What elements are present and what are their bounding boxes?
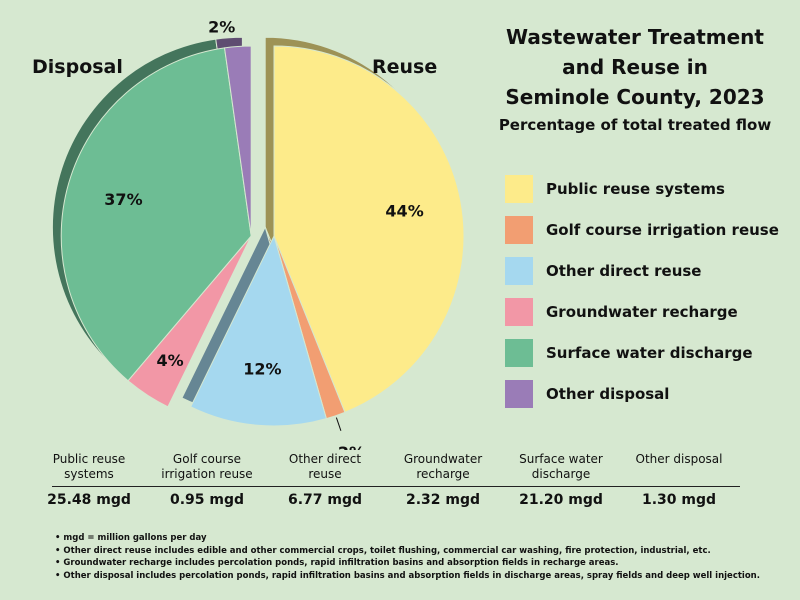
table-value-cell: 25.48 mgd — [47, 492, 131, 508]
footnote: Groundwater recharge includes percolatio… — [55, 557, 795, 570]
legend-item-groundwater-recharge: Groundwater recharge — [505, 291, 779, 332]
table-value-cell: 0.95 mgd — [169, 492, 245, 508]
legend-swatch — [505, 297, 533, 326]
legend-label: Groundwater recharge — [546, 302, 738, 321]
legend-item-other-direct-reuse: Other direct reuse — [505, 250, 779, 291]
disposal-group-label: Disposal — [32, 56, 123, 78]
footnote: Other direct reuse includes edible and o… — [55, 545, 795, 558]
pie-slice — [273, 45, 465, 413]
legend-label: Other disposal — [546, 384, 670, 403]
legend-item-golf-course: Golf course irrigation reuse — [505, 209, 779, 250]
table-value-cell: 6.77 mgd — [287, 492, 363, 508]
legend-swatch — [505, 338, 533, 367]
table-header-cell: Public reuse systems — [52, 452, 126, 481]
legend-swatch — [505, 256, 533, 285]
pie-slices — [60, 45, 465, 427]
slice-percent-label: 2% — [208, 18, 235, 37]
legend-item-public-reuse: Public reuse systems — [505, 168, 779, 209]
table-header-cell: Other disposal — [635, 452, 723, 466]
slice-percent-label: 4% — [156, 351, 183, 370]
legend-item-other-disposal: Other disposal — [505, 373, 779, 414]
chart-subtitle: Percentage of total treated flow — [498, 116, 772, 134]
table-header-row: Public reuse systems Golf course irrigatio… — [30, 452, 740, 486]
legend-swatch — [505, 379, 533, 408]
pie-chart: 44% 2% 12% 4% 37% 2% — [51, 18, 465, 450]
chart-title-line-2: and Reuse in — [562, 55, 708, 79]
pie-percent-labels: 44% 2% 12% 4% 37% 2% — [104, 18, 423, 450]
table-header-cell: Surface water discharge — [519, 452, 603, 481]
legend-label: Surface water discharge — [546, 343, 753, 362]
table-header-cell: Other direct reuse — [288, 452, 362, 481]
chart-title-block: Wastewater Treatment and Reuse in Semino… — [470, 22, 800, 134]
legend-swatch — [505, 174, 533, 203]
table-header-cell: Groundwater recharge — [403, 452, 483, 481]
pie-slice — [190, 234, 328, 427]
pie-slice — [60, 47, 252, 382]
flow-table: Public reuse systems Golf course irrigatio… — [30, 452, 740, 508]
chart-title-line-1: Wastewater Treatment — [506, 25, 764, 49]
table-value-cell: 2.32 mgd — [405, 492, 481, 508]
legend-label: Public reuse systems — [546, 179, 725, 198]
table-value-row: 25.48 mgd 0.95 mgd 6.77 mgd 2.32 mgd 21.… — [47, 486, 740, 508]
legend-item-surface-water: Surface water discharge — [505, 332, 779, 373]
pie-slice — [223, 45, 252, 237]
footnote: mgd = million gallons per day — [55, 532, 795, 545]
slice-percent-label: 37% — [104, 190, 142, 209]
reuse-group-label: Reuse — [372, 56, 438, 78]
slice-percent-label: 2% — [338, 443, 365, 450]
footnote: Other disposal includes percolation pond… — [55, 570, 795, 583]
legend-label: Golf course irrigation reuse — [546, 220, 779, 239]
slice-percent-label: 12% — [243, 359, 281, 378]
legend-swatch — [505, 215, 533, 244]
legend-label: Other direct reuse — [546, 261, 702, 280]
slice-percent-label: 44% — [385, 202, 423, 221]
table-value-cell: 1.30 mgd — [641, 492, 717, 508]
table-value-cell: 21.20 mgd — [519, 492, 603, 508]
label-leader-line — [335, 417, 342, 431]
chart-title-line-3: Seminole County, 2023 — [505, 85, 765, 109]
legend: Public reuse systems Golf course irrigat… — [505, 168, 779, 414]
footnotes: mgd = million gallons per day Other dire… — [55, 532, 795, 582]
table-header-cell: Golf course irrigation reuse — [161, 452, 253, 481]
